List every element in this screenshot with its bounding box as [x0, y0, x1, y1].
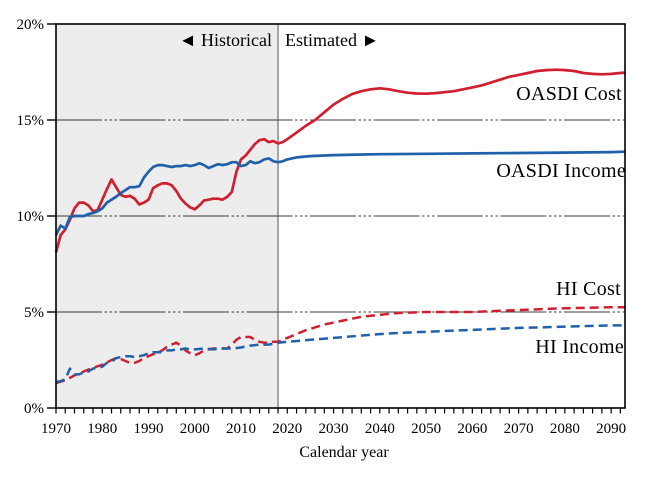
x-tick-label: 2080 [550, 421, 580, 437]
oasdi-income-line [54, 150, 626, 236]
x-tick-label: 1990 [134, 421, 164, 437]
y-tick-label: 15% [17, 113, 45, 129]
x-tick-label: 2070 [504, 421, 534, 437]
hi-income-line [55, 324, 625, 384]
y-tick-label: 5% [24, 305, 44, 321]
x-tick-label: 2050 [411, 421, 441, 437]
plot-border [55, 23, 626, 409]
y-tick-label: 20% [17, 17, 45, 33]
oasdi-cost-line [54, 68, 626, 253]
axes-and-ticks [47, 23, 626, 414]
oasdi-income-label: OASDI Income [496, 160, 626, 182]
data-series-lines [54, 68, 626, 385]
gridlines [56, 119, 625, 313]
x-tick-label: 1980 [87, 421, 117, 437]
x-tick-label: 2030 [319, 421, 349, 437]
x-axis-title: Calendar year [299, 444, 389, 461]
tick-labels: 0% 5% 10% 15% 20% 1970 1980 1990 2000 2010 2020 203… [17, 17, 627, 437]
x-tick-label: 2010 [226, 421, 256, 437]
x-tick-label: 2060 [457, 421, 487, 437]
x-tick-label: 2040 [365, 421, 395, 437]
x-tick-label: 1970 [41, 421, 71, 437]
hi-cost-label: HI Cost [556, 278, 621, 300]
x-tick-label: 2090 [596, 421, 626, 437]
x-tick-label: 2000 [180, 421, 210, 437]
y-tick-label: 10% [17, 209, 45, 225]
estimated-region-label: Estimated ► [285, 30, 379, 50]
oasdi-cost-label: OASDI Cost [516, 83, 622, 105]
hi-cost-line [55, 305, 625, 385]
y-tick-label: 0% [24, 401, 44, 417]
x-tick-label: 2020 [272, 421, 302, 437]
hi-income-label: HI Income [535, 336, 624, 358]
historical-region-label: ◄ Historical [179, 30, 272, 50]
